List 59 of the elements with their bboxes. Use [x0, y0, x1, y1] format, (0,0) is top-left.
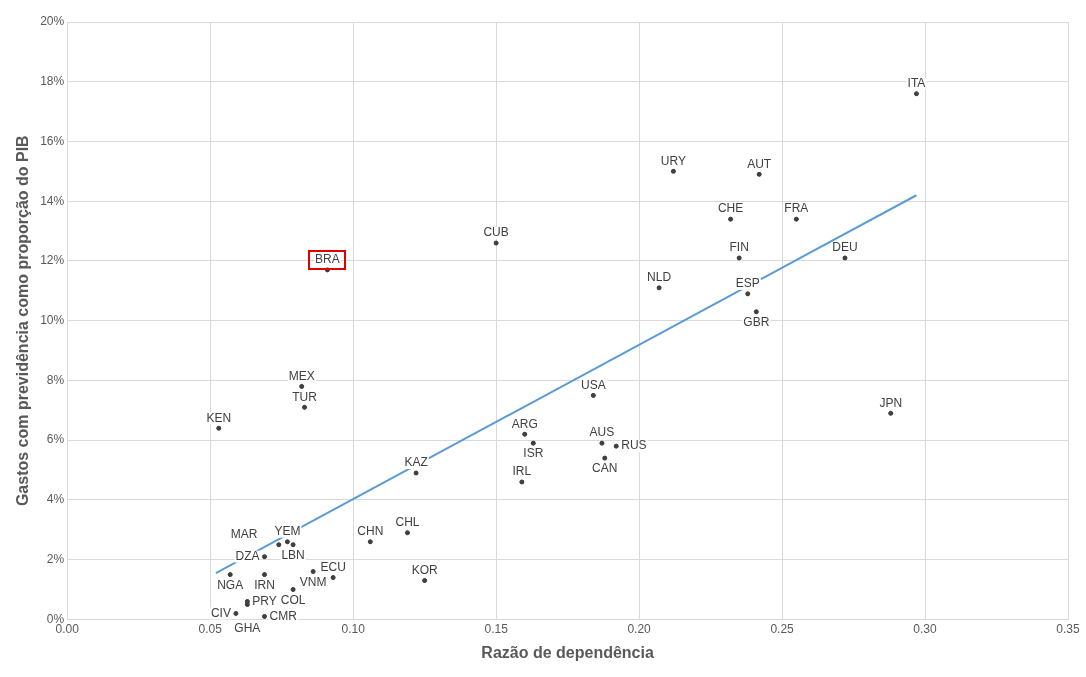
y-tick-label: 12% [40, 253, 65, 268]
data-label: USA [581, 377, 606, 392]
x-tick-label: 0.05 [198, 621, 223, 636]
data-label: CHN [357, 524, 384, 539]
data-label: URY [660, 153, 686, 168]
data-label: FIN [729, 240, 749, 255]
data-label: ISR [523, 446, 544, 461]
data-label: ARG [511, 416, 538, 431]
data-label: VNM [299, 574, 327, 589]
data-label: KEN [206, 410, 232, 425]
data-label: BRA [315, 252, 340, 267]
data-label: GHA [234, 620, 261, 635]
data-label: YEM [274, 524, 301, 539]
data-label: CHL [395, 515, 420, 530]
y-tick-label: 16% [40, 133, 65, 148]
data-label: LBN [281, 548, 305, 563]
y-tick-label: 10% [40, 313, 65, 328]
x-tick-label: 0.10 [341, 621, 366, 636]
data-label: COL [280, 592, 306, 607]
data-label: CAN [592, 461, 618, 476]
data-label: MEX [288, 368, 315, 383]
data-label: IRN [254, 577, 275, 592]
data-label: ESP [735, 276, 760, 291]
y-tick-label: 14% [40, 193, 65, 208]
data-label: JPN [879, 395, 903, 410]
x-tick-label: 0.20 [627, 621, 652, 636]
y-axis-title: Gastos com previdência como proporção do PIB [14, 135, 32, 507]
y-tick-label: 4% [46, 492, 65, 507]
x-tick-label: 0.25 [770, 621, 795, 636]
data-label: IRL [512, 464, 532, 479]
data-label: FRA [784, 201, 809, 216]
data-label: KAZ [404, 455, 428, 470]
data-label: AUS [589, 425, 615, 440]
data-label: ECU [320, 559, 346, 574]
data-label: NGA [217, 577, 244, 592]
data-label: CHE [717, 201, 744, 216]
y-tick-label: 8% [46, 372, 65, 387]
data-label: DZA [235, 548, 260, 563]
y-tick-label: 20% [40, 14, 65, 29]
data-label: RUS [621, 438, 647, 453]
data-label: KOR [411, 562, 438, 577]
data-label: GBR [743, 315, 770, 330]
data-label: PRY [252, 593, 277, 608]
data-label: NLD [647, 270, 672, 285]
data-label: AUT [747, 156, 772, 171]
y-tick-label: 2% [46, 551, 65, 566]
x-tick-label: 0.30 [913, 621, 938, 636]
data-label: TUR [292, 389, 318, 404]
data-label: MAR [230, 527, 258, 542]
y-tick-label: 18% [40, 74, 65, 89]
data-label: DEU [832, 240, 858, 255]
y-tick-label: 6% [46, 432, 65, 447]
data-label: CIV [210, 605, 231, 620]
data-label: ITA [907, 76, 926, 90]
data-label: CUB [483, 225, 509, 240]
x-axis-title: Razão de dependência [481, 643, 654, 661]
data-label: CMR [269, 608, 298, 623]
x-tick-label: 0.35 [1056, 621, 1080, 636]
x-tick-label: 0.15 [484, 621, 509, 636]
